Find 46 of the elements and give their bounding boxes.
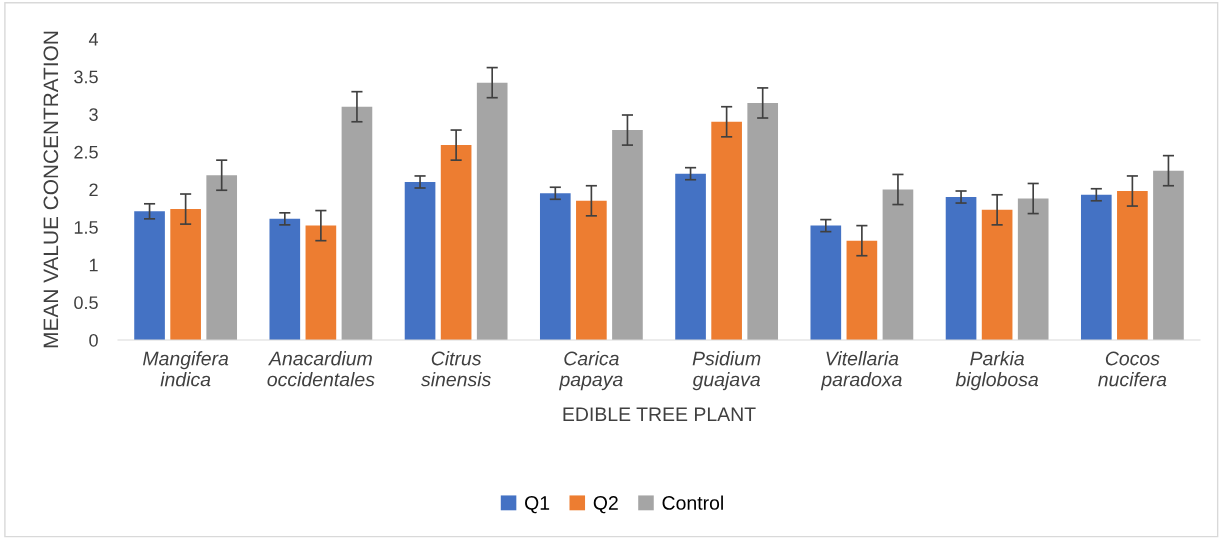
- x-tick-label: Mangifera indica: [142, 351, 229, 387]
- x-tick-label: Vitellaria paradoxa: [820, 351, 902, 391]
- bar: [1153, 170, 1184, 340]
- bar: [711, 121, 742, 340]
- legend-label: Q2: [593, 496, 618, 514]
- bar: [404, 181, 436, 340]
- y-tick-label: 1: [89, 258, 98, 272]
- bar: [269, 218, 301, 340]
- x-tick-label: Citrus sinensis: [421, 351, 491, 387]
- bar: [476, 82, 508, 340]
- bar: [440, 145, 472, 340]
- y-tick-label: 3: [89, 108, 98, 121]
- x-tick-label: Psidium guajava: [692, 351, 761, 391]
- bar: [134, 211, 165, 340]
- y-tick-label: 2.5: [74, 145, 98, 159]
- bar: [206, 175, 238, 340]
- bar: [810, 225, 842, 340]
- bar: [341, 106, 373, 340]
- bar: [981, 209, 1013, 340]
- y-tick-label: 1.5: [74, 221, 98, 234]
- bar: [1117, 191, 1148, 340]
- bar: [1080, 194, 1112, 340]
- x-tick-label: Cocos nucifera: [1098, 351, 1167, 387]
- x-tick-label: Anacardium occidentales: [267, 351, 375, 387]
- bar: [305, 225, 337, 340]
- bar: [1017, 198, 1049, 340]
- bar: [846, 240, 878, 340]
- y-tick-label: 2: [89, 183, 98, 197]
- bar: [539, 193, 571, 340]
- x-tick-label: Carica papaya: [559, 351, 623, 391]
- x-axis-title: EDIBLE TREE PLANT: [563, 407, 756, 421]
- legend-label: Control: [662, 495, 723, 510]
- bar: [945, 197, 977, 340]
- y-tick-label: 0: [89, 333, 98, 347]
- y-tick-label: 0.5: [74, 296, 98, 310]
- bar: [747, 102, 779, 340]
- bar: [170, 209, 201, 340]
- bar: [576, 200, 607, 340]
- y-axis-title: MEAN VALUE CONCENTRATION: [43, 31, 59, 348]
- y-tick-label: 3.5: [74, 70, 98, 84]
- y-tick-label: 4: [88, 33, 99, 46]
- legend-label: Q1: [525, 496, 550, 514]
- bar: [612, 130, 643, 340]
- bar: [675, 173, 706, 340]
- bar: [882, 189, 914, 340]
- x-tick-label: Parkia biglobosa: [955, 351, 1039, 391]
